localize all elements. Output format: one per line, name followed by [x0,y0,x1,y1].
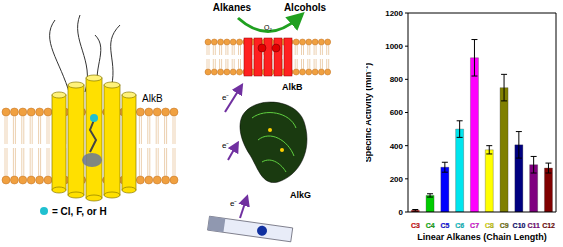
svg-text:Specific Activity (min⁻¹): Specific Activity (min⁻¹) [366,63,373,163]
svg-text:C5: C5 [441,222,450,229]
svg-text:O₂: O₂ [264,24,272,31]
svg-text:200: 200 [390,175,404,184]
svg-text:Alkanes: Alkanes [213,2,252,13]
svg-text:C3: C3 [411,222,420,229]
svg-text:e⁻: e⁻ [230,199,237,208]
svg-text:C9: C9 [500,222,509,229]
svg-text:C6: C6 [455,222,464,229]
svg-text:C4: C4 [426,222,435,229]
svg-text:AlkB: AlkB [142,93,163,104]
svg-text:1200: 1200 [385,9,403,18]
svg-text:Linear Alkanes (Chain Length): Linear Alkanes (Chain Length) [417,232,547,242]
svg-text:1000: 1000 [385,42,403,51]
svg-text:= Cl, F, or H: = Cl, F, or H [52,206,107,217]
svg-text:C11: C11 [528,222,541,229]
svg-text:C8: C8 [485,222,494,229]
svg-text:e⁻: e⁻ [222,93,229,102]
svg-text:e⁻: e⁻ [222,141,229,150]
svg-text:AlkG: AlkG [290,190,311,200]
svg-text:Alcohols: Alcohols [284,2,327,13]
svg-text:0: 0 [399,208,404,217]
svg-text:800: 800 [390,75,404,84]
svg-text:C10: C10 [513,222,526,229]
svg-text:C7: C7 [470,222,479,229]
svg-text:400: 400 [390,142,404,151]
svg-text:600: 600 [390,108,404,117]
svg-text:C12: C12 [542,222,555,229]
svg-text:AlkB: AlkB [282,82,303,92]
